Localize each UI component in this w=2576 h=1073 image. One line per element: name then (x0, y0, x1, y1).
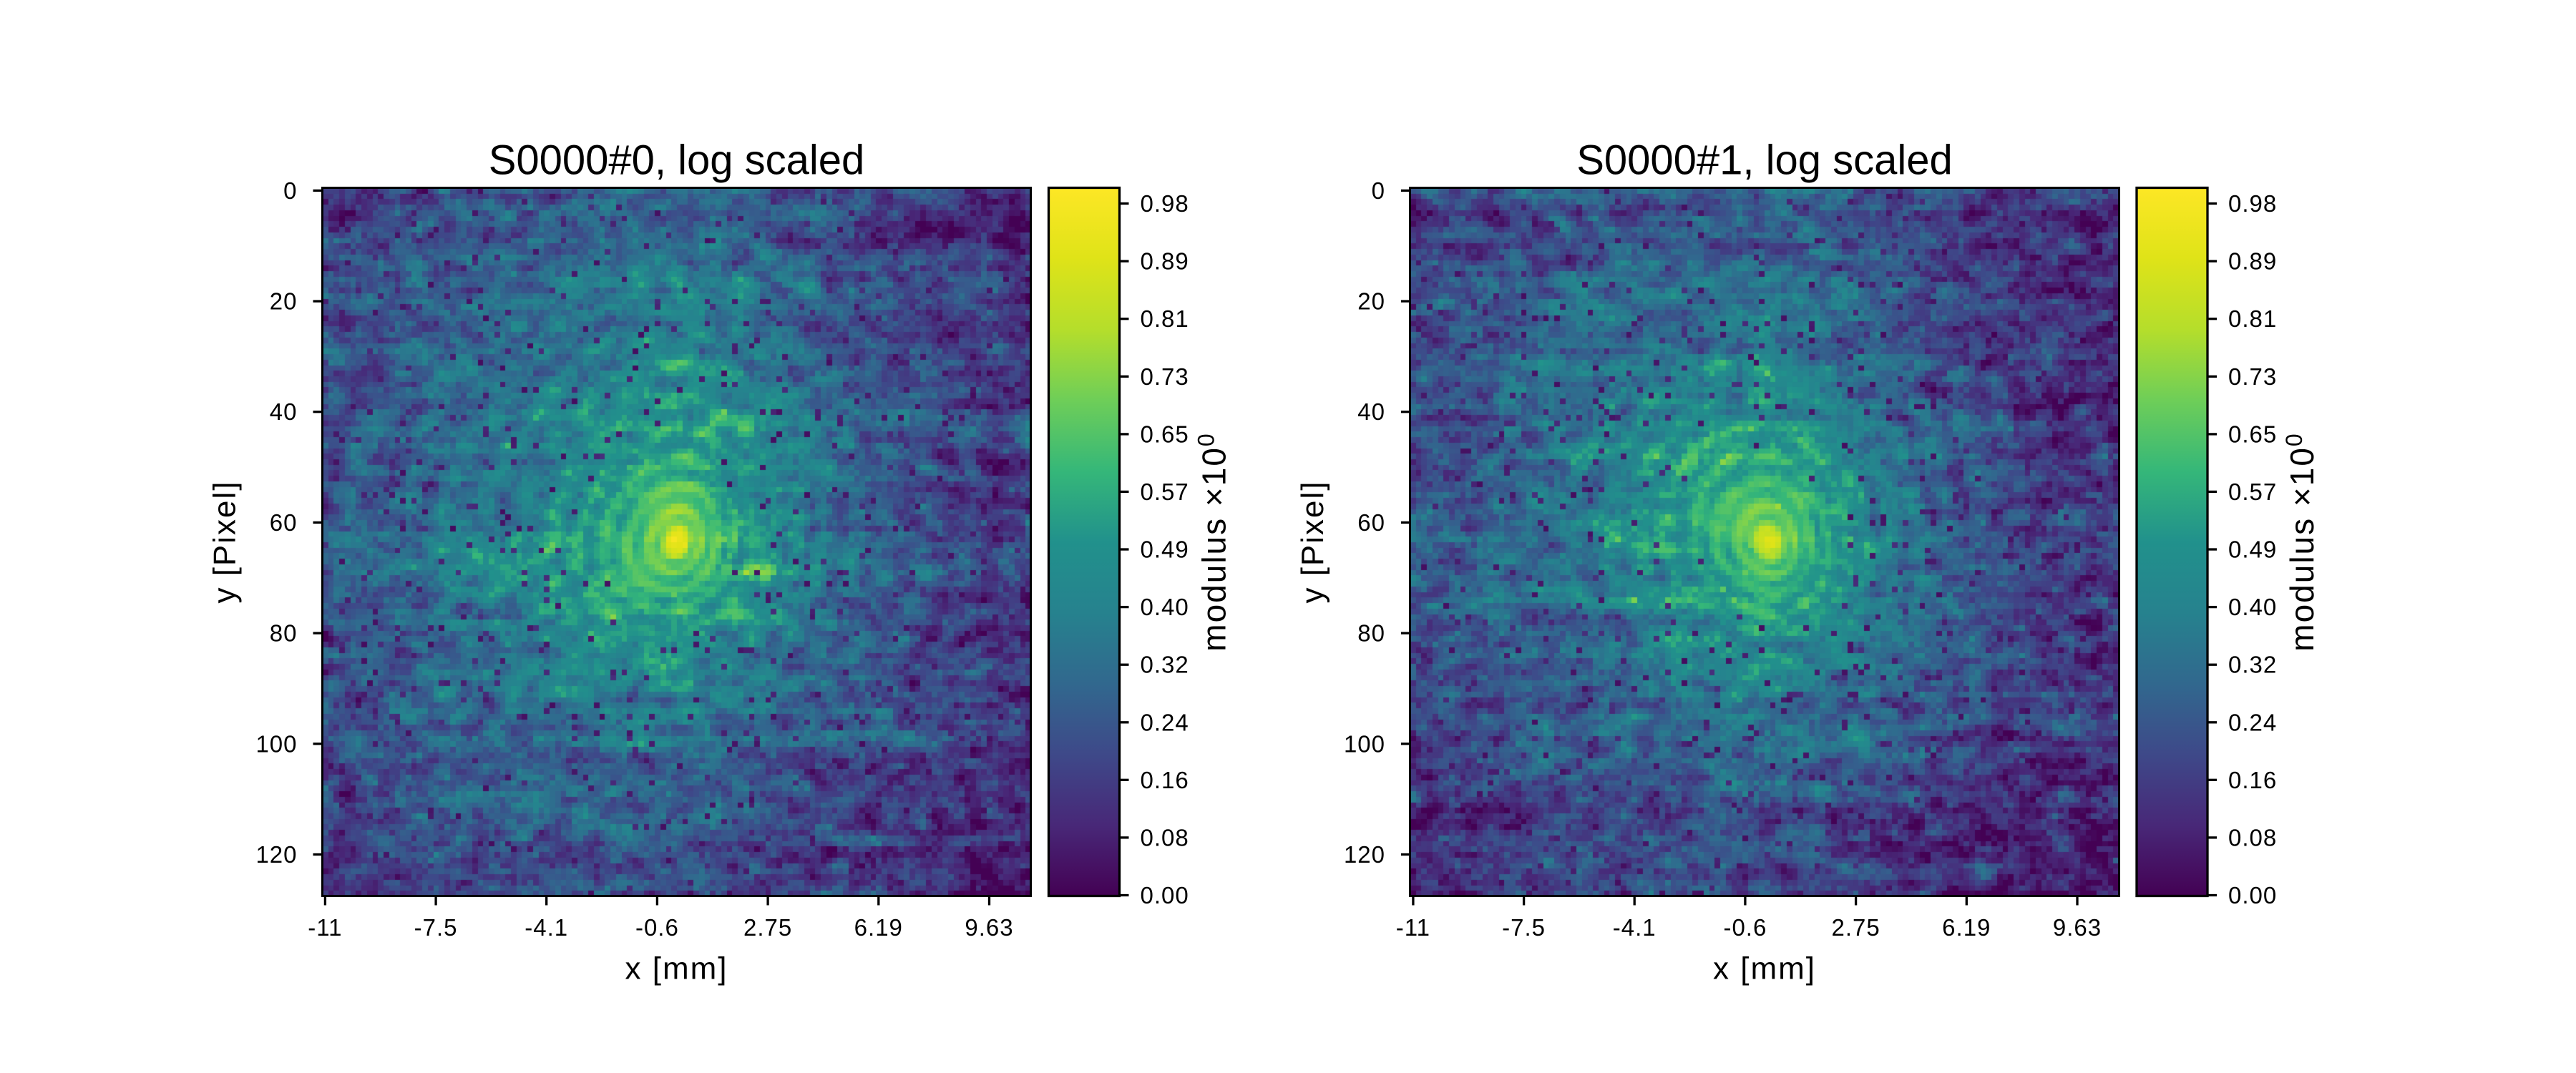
svg-text:6.19: 6.19 (854, 914, 903, 941)
svg-text:0.32: 0.32 (2228, 652, 2277, 678)
svg-text:-4.1: -4.1 (1613, 914, 1657, 941)
svg-text:y [Pixel]: y [Pixel] (1295, 480, 1330, 603)
svg-text:120: 120 (1344, 841, 1385, 868)
svg-text:0.16: 0.16 (1141, 767, 1189, 793)
svg-text:120: 120 (255, 841, 297, 868)
svg-text:0.40: 0.40 (2228, 594, 2277, 620)
svg-text:modulus ×100: modulus ×100 (2281, 432, 2321, 651)
svg-text:0.98: 0.98 (2228, 190, 2277, 217)
svg-text:0.65: 0.65 (2228, 421, 2277, 447)
svg-text:0.57: 0.57 (2228, 479, 2277, 505)
svg-text:modulus ×100: modulus ×100 (1194, 432, 1233, 651)
svg-text:-4.1: -4.1 (525, 914, 568, 941)
svg-text:60: 60 (270, 509, 298, 536)
svg-text:y [Pixel]: y [Pixel] (208, 480, 243, 603)
svg-text:0.49: 0.49 (1141, 536, 1189, 563)
svg-text:0: 0 (1372, 177, 1385, 204)
svg-text:0.57: 0.57 (1141, 479, 1189, 505)
svg-text:100: 100 (1344, 730, 1385, 757)
svg-text:S0000#1, log scaled: S0000#1, log scaled (1576, 137, 1953, 184)
svg-text:x [mm]: x [mm] (1713, 951, 1816, 986)
svg-text:0.16: 0.16 (2228, 767, 2277, 793)
svg-text:0.65: 0.65 (1141, 421, 1189, 447)
svg-text:9.63: 9.63 (965, 914, 1013, 941)
svg-text:0: 0 (283, 177, 297, 204)
svg-text:0.49: 0.49 (2228, 536, 2277, 563)
svg-text:6.19: 6.19 (1942, 914, 1991, 941)
svg-text:100: 100 (255, 730, 297, 757)
svg-text:0.89: 0.89 (2228, 248, 2277, 275)
svg-text:0.81: 0.81 (1141, 305, 1189, 332)
svg-text:S0000#0, log scaled: S0000#0, log scaled (489, 137, 865, 184)
svg-text:2.75: 2.75 (743, 914, 792, 941)
svg-text:9.63: 9.63 (2053, 914, 2102, 941)
svg-text:0.98: 0.98 (1141, 190, 1189, 217)
svg-text:0.73: 0.73 (2228, 363, 2277, 390)
svg-text:0.08: 0.08 (1141, 824, 1189, 851)
svg-text:-0.6: -0.6 (635, 914, 679, 941)
svg-text:-11: -11 (1396, 914, 1430, 941)
svg-text:-7.5: -7.5 (1502, 914, 1546, 941)
svg-text:0.89: 0.89 (1141, 248, 1189, 275)
svg-text:80: 80 (270, 620, 298, 647)
svg-text:-7.5: -7.5 (414, 914, 458, 941)
svg-text:0.32: 0.32 (1141, 652, 1189, 678)
svg-text:0.24: 0.24 (1141, 709, 1189, 735)
svg-text:40: 40 (1357, 398, 1385, 425)
svg-text:0.00: 0.00 (2228, 882, 2277, 908)
svg-text:0.81: 0.81 (2228, 305, 2277, 332)
svg-text:20: 20 (1357, 288, 1385, 315)
svg-text:2.75: 2.75 (1831, 914, 1880, 941)
svg-text:0.00: 0.00 (1141, 882, 1189, 908)
svg-text:40: 40 (270, 398, 298, 425)
svg-text:0.24: 0.24 (2228, 709, 2277, 735)
svg-text:80: 80 (1357, 620, 1385, 647)
svg-text:0.40: 0.40 (1141, 594, 1189, 620)
svg-text:-0.6: -0.6 (1723, 914, 1767, 941)
svg-text:20: 20 (270, 288, 298, 315)
svg-text:0.08: 0.08 (2228, 824, 2277, 851)
svg-text:0.73: 0.73 (1141, 363, 1189, 390)
svg-text:x [mm]: x [mm] (625, 951, 728, 986)
svg-text:-11: -11 (308, 914, 342, 941)
svg-text:60: 60 (1357, 509, 1385, 536)
